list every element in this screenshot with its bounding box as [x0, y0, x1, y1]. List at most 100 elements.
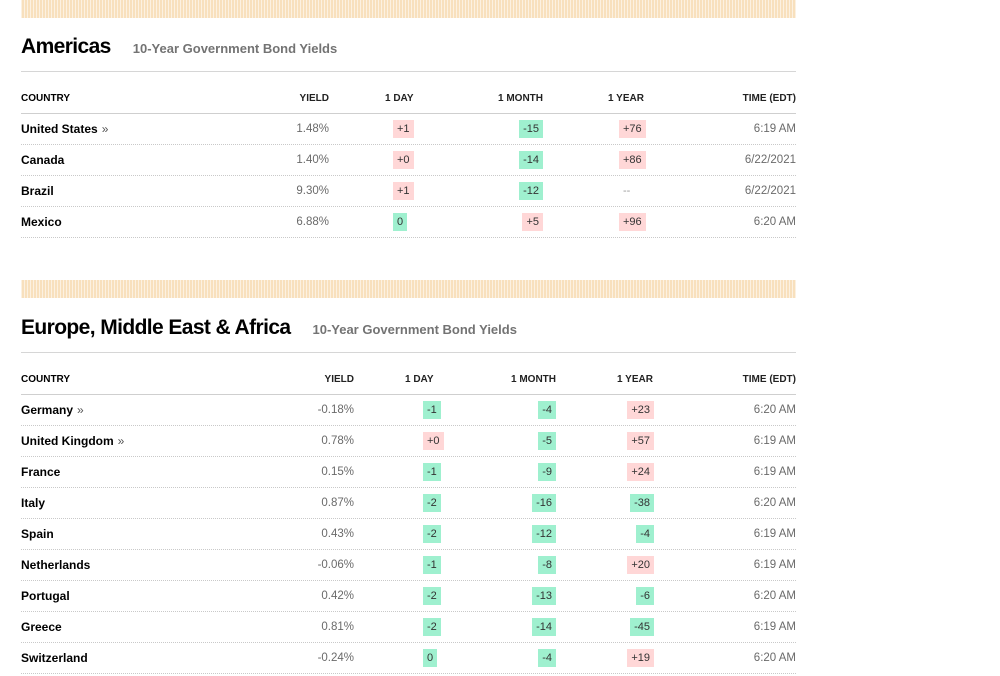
year-change-value: -- [623, 185, 631, 197]
col-month-header: 1 MONTH [498, 92, 543, 104]
day-change-value: -1 [423, 401, 441, 419]
country-name[interactable]: United States [21, 122, 98, 136]
table-row: Netherlands -0.06% -1 -8 +20 6:19 AM [21, 550, 796, 581]
country-name: France [21, 465, 61, 479]
day-change-cell: +1 [393, 114, 414, 144]
day-change-value: -2 [423, 618, 441, 636]
year-change-cell: -6 [636, 581, 654, 611]
top-divider-band [21, 0, 796, 18]
section-subtitle: 10-Year Government Bond Yields [132, 41, 338, 56]
emea-section: Europe, Middle East & Africa 10-Year Gov… [21, 316, 796, 674]
time-value: 6:20 AM [753, 497, 796, 509]
month-change-cell: -12 [532, 519, 556, 549]
year-change-value: +57 [627, 432, 654, 450]
time-value: 6/22/2021 [744, 185, 796, 197]
day-change-cell: -1 [423, 395, 441, 425]
country-name: Portugal [21, 589, 70, 603]
col-day-header: 1 DAY [405, 373, 434, 385]
yield-value: 1.40% [296, 154, 329, 166]
yield-value: -0.18% [317, 404, 354, 416]
time-value: 6/22/2021 [744, 154, 796, 166]
table-row: Canada 1.40% +0 -14 +86 6/22/2021 [21, 145, 796, 176]
table-header: COUNTRY YIELD 1 DAY 1 MONTH 1 YEAR TIME … [21, 72, 796, 114]
month-change-cell: -5 [538, 426, 556, 456]
year-change-value: +24 [627, 463, 654, 481]
col-month-header: 1 MONTH [511, 373, 556, 385]
month-change-cell: -4 [538, 395, 556, 425]
day-change-cell: -2 [423, 581, 441, 611]
table-row: United Kingdom » 0.78% +0 -5 +57 6:19 AM [21, 426, 796, 457]
country-link-arrow-icon[interactable]: » [101, 122, 109, 136]
day-change-cell: -2 [423, 612, 441, 642]
day-change-cell: +1 [393, 176, 414, 206]
country-name-link: Switzerland [21, 643, 92, 673]
year-change-value: +86 [619, 151, 646, 169]
table-row: Italy 0.87% -2 -16 -38 6:20 AM [21, 488, 796, 519]
year-change-value: +19 [627, 649, 654, 667]
country-name: Brazil [21, 184, 54, 198]
year-change-cell: +86 [619, 145, 646, 175]
country-name-link[interactable]: United Kingdom » [21, 426, 124, 456]
col-time-header: TIME (EDT) [742, 92, 796, 104]
time-value: 6:19 AM [753, 435, 796, 447]
country-name-link: France [21, 457, 64, 487]
yield-value: 1.48% [296, 123, 329, 135]
month-change-cell: -8 [538, 550, 556, 580]
year-change-value: -38 [630, 494, 654, 512]
month-change-value: -8 [538, 556, 556, 574]
time-value: 6:20 AM [753, 590, 796, 602]
day-change-value: +0 [393, 151, 414, 169]
day-change-value: 0 [393, 213, 408, 231]
table-row: Spain 0.43% -2 -12 -4 6:19 AM [21, 519, 796, 550]
time-value: 6:19 AM [753, 528, 796, 540]
year-change-cell: -- [619, 176, 634, 206]
country-name: Greece [21, 620, 62, 634]
month-change-cell: -12 [519, 176, 543, 206]
table-row: Mexico 6.88% 0 +5 +96 6:20 AM [21, 207, 796, 238]
day-change-cell: +0 [393, 145, 414, 175]
time-value: 6:19 AM [753, 123, 796, 135]
col-day-header: 1 DAY [385, 92, 414, 104]
emea-header: Europe, Middle East & Africa 10-Year Gov… [21, 316, 796, 353]
year-change-cell: +76 [619, 114, 646, 144]
americas-table-body: United States » 1.48% +1 -15 +76 6:19 AM… [21, 114, 796, 238]
table-row: Brazil 9.30% +1 -12 -- 6/22/2021 [21, 176, 796, 207]
section-title: Americas [21, 35, 111, 58]
country-link-arrow-icon[interactable]: » [77, 403, 84, 417]
year-change-cell: +96 [619, 207, 646, 237]
month-change-cell: -14 [519, 145, 543, 175]
country-name-link[interactable]: United States » [21, 114, 108, 144]
year-change-cell: +24 [627, 457, 654, 487]
month-change-value: -4 [538, 649, 556, 667]
month-change-cell: -13 [532, 581, 556, 611]
country-name[interactable]: United Kingdom [21, 434, 114, 448]
col-country-header: COUNTRY [21, 373, 71, 385]
yield-value: 0.15% [321, 466, 354, 478]
time-value: 6:19 AM [753, 621, 796, 633]
col-yield-header: YIELD [324, 373, 354, 385]
month-change-value: -14 [519, 151, 543, 169]
day-change-value: 0 [423, 649, 438, 667]
col-year-header: 1 YEAR [608, 92, 644, 104]
table-row: Germany » -0.18% -1 -4 +23 6:20 AM [21, 395, 796, 426]
col-country-header: COUNTRY [21, 92, 71, 104]
year-change-value: -4 [636, 525, 654, 543]
month-change-value: +5 [522, 213, 543, 231]
month-change-cell: +5 [522, 207, 543, 237]
country-name-link[interactable]: Germany » [21, 395, 84, 425]
section-subtitle: 10-Year Government Bond Yields [312, 322, 517, 337]
year-change-value: +96 [619, 213, 646, 231]
day-change-cell: -1 [423, 457, 441, 487]
country-name[interactable]: Germany [21, 403, 74, 417]
year-change-cell: +57 [627, 426, 654, 456]
yield-value: 6.88% [296, 216, 329, 228]
year-change-cell: +23 [627, 395, 654, 425]
day-change-value: +0 [423, 432, 444, 450]
year-change-value: +76 [619, 120, 646, 138]
year-change-value: +23 [627, 401, 654, 419]
country-name: Netherlands [21, 558, 91, 572]
day-change-value: +1 [393, 182, 414, 200]
country-link-arrow-icon[interactable]: » [117, 434, 125, 448]
year-change-cell: -38 [630, 488, 654, 518]
yield-value: -0.06% [317, 559, 354, 571]
